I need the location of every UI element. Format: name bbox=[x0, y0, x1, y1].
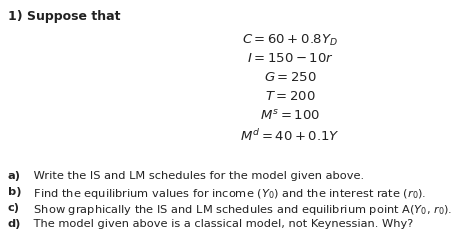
Text: $M^s = 100$: $M^s = 100$ bbox=[260, 109, 320, 123]
Text: The model given above is a classical model, not Keynessian. Why?: The model given above is a classical mod… bbox=[30, 219, 413, 229]
Text: 1) Suppose that: 1) Suppose that bbox=[8, 10, 121, 23]
Text: b): b) bbox=[8, 187, 21, 197]
Text: $I = 150 - 10r$: $I = 150 - 10r$ bbox=[247, 52, 333, 65]
Text: $G = 250$: $G = 250$ bbox=[264, 71, 316, 84]
Text: a): a) bbox=[8, 171, 21, 181]
Text: c): c) bbox=[8, 203, 20, 213]
Text: $M^d = 40 + 0.1Y$: $M^d = 40 + 0.1Y$ bbox=[240, 128, 340, 144]
Text: Write the IS and LM schedules for the model given above.: Write the IS and LM schedules for the mo… bbox=[30, 171, 364, 181]
Text: d): d) bbox=[8, 219, 21, 229]
Text: $T = 200$: $T = 200$ bbox=[265, 90, 315, 103]
Text: Show graphically the IS and LM schedules and equilibrium point A($Y_0$, $r_0$).: Show graphically the IS and LM schedules… bbox=[30, 203, 452, 217]
Text: Find the equilibrium values for income ($Y_0$) and the interest rate ($r_0$).: Find the equilibrium values for income (… bbox=[30, 187, 426, 201]
Text: $C = 60 + 0.8Y_D$: $C = 60 + 0.8Y_D$ bbox=[242, 33, 338, 48]
